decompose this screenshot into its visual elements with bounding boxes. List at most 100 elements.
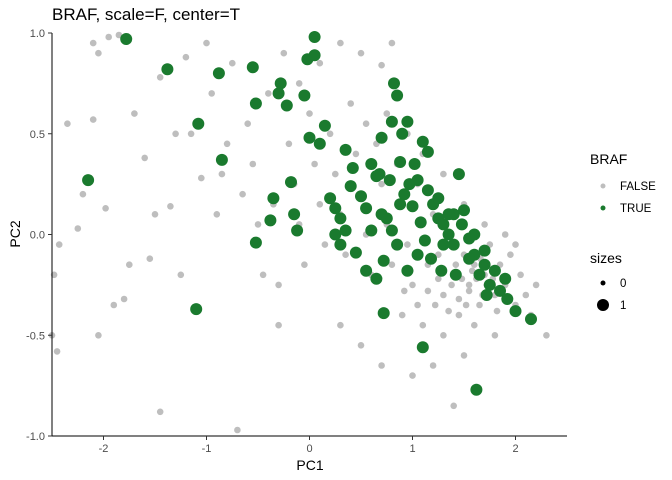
point-true-7 [246, 61, 259, 74]
point-true-78 [401, 264, 414, 277]
point-true-79 [391, 238, 404, 251]
point-false-105 [337, 39, 344, 47]
point-false-52 [321, 241, 329, 248]
point-false-57 [347, 100, 355, 107]
point-true-11 [267, 192, 280, 205]
point-false-4 [64, 120, 71, 127]
point-false-17 [131, 110, 138, 117]
point-false-63 [378, 180, 385, 188]
point-true-29 [344, 180, 357, 193]
point-true-67 [525, 313, 537, 326]
point-false-54 [332, 170, 339, 178]
point-false-50 [311, 160, 318, 168]
point-true-38 [385, 115, 398, 128]
legend-true-swatch [600, 205, 606, 211]
point-false-29 [203, 39, 210, 47]
point-true-10 [264, 214, 277, 227]
point-false-21 [156, 74, 164, 81]
point-true-68 [470, 383, 483, 396]
x-tick-label: 0 [306, 443, 312, 455]
x-tick-label: 1 [409, 443, 415, 455]
point-true-96 [501, 293, 514, 305]
point-false-82 [476, 301, 483, 309]
point-true-91 [425, 252, 437, 265]
y-tick-label: -1.0 [26, 431, 45, 443]
point-true-25 [324, 192, 337, 205]
point-true-77 [411, 248, 424, 261]
point-false-74 [435, 251, 442, 258]
point-false-49 [306, 110, 313, 117]
point-true-36 [377, 254, 390, 267]
y-tick-label: -0.5 [26, 330, 45, 342]
point-false-118 [491, 332, 499, 339]
point-true-50 [421, 145, 434, 158]
point-false-106 [316, 59, 324, 67]
point-false-140 [414, 301, 421, 309]
point-false-115 [501, 231, 509, 238]
point-false-88 [507, 251, 514, 258]
point-true-12 [272, 87, 285, 100]
point-true-53 [437, 238, 450, 251]
point-false-121 [419, 321, 427, 329]
point-true-83 [360, 202, 373, 215]
point-true-42 [396, 127, 409, 140]
point-false-19 [146, 255, 154, 262]
point-true-18 [298, 89, 311, 102]
point-false-128 [468, 267, 476, 275]
point-false-18 [141, 154, 148, 162]
point-false-130 [462, 301, 470, 309]
point-false-12 [89, 116, 97, 123]
point-false-40 [259, 271, 267, 279]
point-true-100 [408, 158, 421, 170]
point-true-65 [499, 272, 512, 285]
point-false-104 [357, 49, 365, 57]
point-false-43 [275, 281, 282, 289]
point-true-48 [416, 135, 429, 148]
point-false-119 [460, 352, 468, 359]
point-false-26 [182, 53, 190, 61]
point-true-72 [349, 246, 362, 259]
point-false-13 [102, 205, 109, 212]
point-false-48 [301, 261, 308, 269]
y-tick-label: 0.5 [30, 129, 45, 141]
point-false-58 [352, 150, 360, 158]
point-false-135 [493, 307, 501, 315]
point-false-134 [448, 281, 455, 289]
point-false-123 [455, 295, 463, 303]
legend-false-swatch [600, 183, 606, 189]
point-false-33 [223, 140, 231, 148]
point-false-112 [440, 170, 447, 178]
point-false-117 [471, 321, 478, 329]
point-true-17 [291, 224, 304, 237]
point-false-108 [362, 120, 370, 127]
point-true-86 [455, 218, 468, 231]
point-false-75 [440, 291, 447, 299]
point-true-14 [280, 99, 293, 112]
point-false-8 [115, 31, 123, 39]
point-false-51 [316, 201, 324, 208]
point-false-98 [378, 362, 385, 369]
point-true-71 [370, 272, 383, 285]
point-true-101 [394, 198, 407, 211]
legend-color-title: BRAF [590, 151, 627, 167]
point-true-22 [308, 49, 321, 62]
point-false-11 [95, 332, 102, 339]
point-true-76 [442, 208, 455, 221]
point-false-139 [424, 287, 432, 295]
point-true-66 [509, 305, 522, 318]
point-false-80 [465, 281, 473, 289]
point-true-0 [82, 174, 95, 187]
point-true-94 [468, 228, 481, 241]
point-false-30 [208, 90, 215, 97]
point-false-9 [79, 190, 87, 198]
point-false-41 [265, 90, 272, 97]
point-false-34 [229, 59, 236, 67]
point-false-124 [465, 287, 473, 295]
point-false-122 [398, 311, 406, 319]
point-true-93 [449, 268, 462, 281]
point-false-3 [55, 241, 63, 248]
point-true-60 [473, 268, 486, 281]
point-true-3 [190, 303, 203, 316]
point-false-22 [156, 408, 164, 416]
point-true-99 [403, 178, 416, 191]
